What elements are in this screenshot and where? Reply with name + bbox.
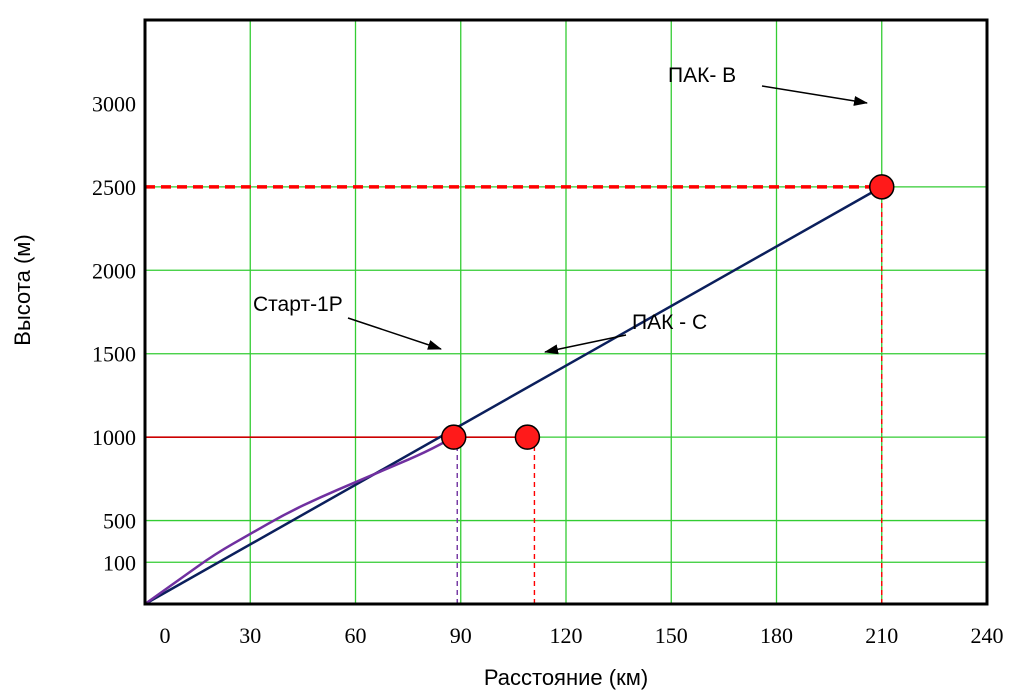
x-tick-label-8: 240 xyxy=(971,623,1004,648)
x-tick-label-4: 120 xyxy=(550,623,583,648)
x-axis-title: Расстояние (км) xyxy=(484,665,648,690)
x-tick-label-3: 90 xyxy=(450,623,472,648)
y-tick-label-2: 1000 xyxy=(92,425,136,450)
y-tick-label-0: 100 xyxy=(103,550,136,575)
x-tick-label-1: 30 xyxy=(239,623,261,648)
x-tick-label-5: 150 xyxy=(655,623,688,648)
annotation-arrow-2 xyxy=(761,85,868,106)
x-tick-label-6: 180 xyxy=(760,623,793,648)
y-tick-label-5: 2500 xyxy=(92,175,136,200)
data-point-0 xyxy=(440,424,467,450)
annotation-arrow-1 xyxy=(544,334,627,355)
y-axis-title: Высота (м) xyxy=(10,234,35,345)
y-tick-label-4: 2000 xyxy=(92,258,136,283)
x-tick-label-2: 60 xyxy=(345,623,367,648)
series-line-0 xyxy=(144,185,883,606)
point-label-2: ПАК- В xyxy=(668,64,736,87)
x-tick-label-7: 210 xyxy=(865,623,898,648)
data-point-1 xyxy=(514,424,541,450)
y-tick-labels: 100 500 1000 1500 2000 2500 3000 xyxy=(92,91,136,575)
point-label-1: ПАК - С xyxy=(632,311,707,334)
y-tick-label-6: 3000 xyxy=(92,91,136,116)
point-labels: Старт-1Р ПАК - С ПАК- В xyxy=(253,64,736,334)
y-tick-label-3: 1500 xyxy=(92,342,136,367)
data-point-2 xyxy=(869,174,895,200)
series-line-1 xyxy=(144,436,455,606)
x-tick-labels: 0 30 60 90 120 150 180 210 240 xyxy=(160,623,1004,648)
series-lines xyxy=(144,185,883,606)
plot-frame xyxy=(143,18,989,606)
data-points xyxy=(440,174,895,450)
point-label-0: Старт-1Р xyxy=(253,293,343,316)
annotation-arrow-0 xyxy=(347,317,442,350)
annotation-arrows xyxy=(347,85,868,355)
x-tick-label-0: 0 xyxy=(160,623,171,648)
y-tick-label-1: 500 xyxy=(103,509,136,534)
